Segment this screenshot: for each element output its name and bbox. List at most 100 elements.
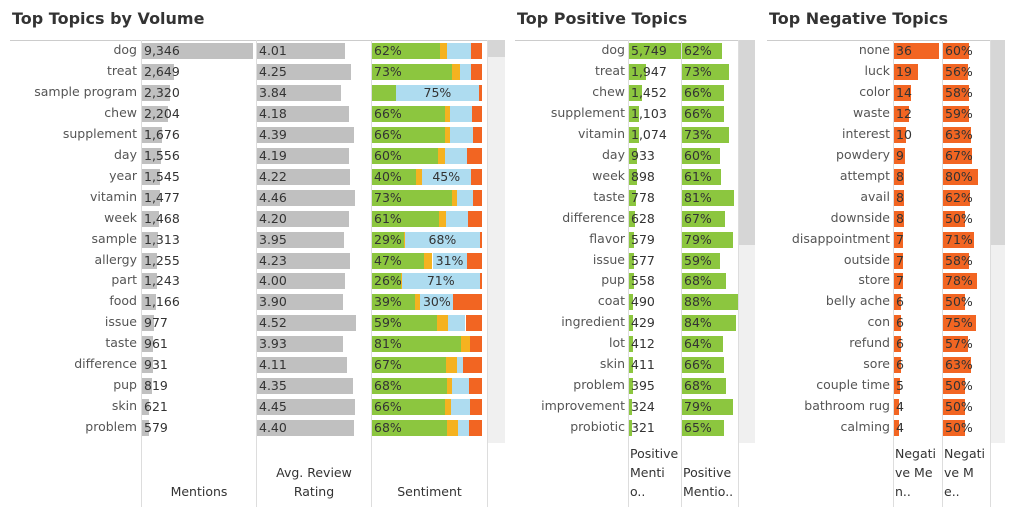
bar — [682, 210, 725, 227]
panel-top-border — [767, 40, 1005, 41]
data-label: 1,545 — [144, 168, 180, 184]
topic-label: skin — [111, 398, 137, 414]
sentiment-segment — [372, 84, 397, 101]
bar — [629, 420, 632, 437]
data-label: 4.20 — [259, 210, 287, 226]
data-label: 1,676 — [144, 126, 180, 142]
topic-label: treat — [594, 62, 625, 78]
bar — [894, 294, 902, 311]
bar — [682, 105, 725, 122]
data-label: 4.01 — [259, 43, 287, 58]
data-label: 30% — [422, 294, 451, 310]
bar — [943, 399, 965, 416]
scrollbar-thumb[interactable] — [739, 40, 755, 245]
data-label: 71% — [426, 273, 455, 289]
column-divider — [990, 40, 991, 507]
sentiment-segment — [471, 168, 482, 185]
bar — [943, 315, 976, 332]
sentiment-segment — [372, 315, 437, 332]
bar — [257, 252, 351, 269]
sentiment-segment — [444, 399, 452, 416]
data-label: 5 — [896, 378, 904, 394]
bar — [943, 210, 965, 227]
data-label: 50% — [945, 294, 973, 310]
bar — [682, 43, 722, 59]
data-label: 4.23 — [259, 252, 287, 268]
bar — [894, 63, 918, 80]
scrollbar-track — [488, 40, 505, 443]
data-label: 6 — [896, 336, 904, 352]
data-label: 50% — [945, 378, 973, 394]
topic-label: treat — [106, 62, 137, 78]
data-label: 961 — [144, 336, 168, 352]
sentiment-segment — [372, 378, 447, 395]
bar — [629, 63, 647, 80]
data-label: 2,320 — [144, 84, 180, 100]
sentiment-segment — [372, 210, 440, 227]
data-label: 3.95 — [259, 231, 287, 247]
bar — [943, 189, 971, 206]
data-label: 4.18 — [259, 105, 287, 121]
data-label: 62% — [945, 189, 973, 205]
sentiment-segment — [423, 252, 433, 269]
data-label: 56% — [945, 63, 973, 79]
bar — [629, 105, 639, 122]
data-label: 29% — [374, 231, 402, 247]
bar — [894, 168, 904, 185]
data-label: 66% — [374, 105, 402, 121]
data-label: 5,749 — [631, 43, 667, 58]
bar — [894, 252, 903, 269]
data-label: 4.22 — [259, 168, 287, 184]
topic-label: calming — [840, 419, 890, 435]
bar — [142, 168, 161, 185]
scrollbar-thumb[interactable] — [990, 40, 1005, 245]
topic-label: refund — [849, 335, 890, 351]
column-divider — [893, 40, 894, 507]
data-label: 1,313 — [144, 231, 180, 247]
sentiment-segment — [436, 315, 448, 332]
sentiment-segment — [405, 231, 480, 248]
data-label: 73% — [684, 126, 712, 142]
sentiment-segment — [468, 378, 482, 395]
column-divider — [371, 40, 372, 507]
sentiment-segment — [444, 105, 451, 122]
data-label: 12 — [896, 105, 912, 121]
data-label: 778 — [631, 189, 655, 205]
data-label: 59% — [684, 252, 712, 268]
bar — [257, 294, 343, 311]
topic-label: con — [867, 314, 890, 330]
bar — [142, 252, 157, 269]
data-label: 4.11 — [259, 357, 287, 373]
topic-label: day — [602, 146, 625, 162]
sentiment-segment — [452, 189, 457, 206]
bar — [943, 43, 970, 59]
bar — [682, 357, 725, 374]
bar — [943, 84, 969, 101]
bar — [629, 84, 643, 101]
data-label: 31% — [435, 252, 464, 268]
bar — [894, 231, 903, 248]
sentiment-segment — [400, 273, 402, 290]
data-label: 67% — [945, 147, 973, 163]
bar — [943, 273, 978, 290]
data-label: 579 — [631, 231, 655, 247]
sentiment-segment — [372, 231, 404, 248]
data-label: 58% — [945, 252, 973, 268]
data-label: 1,468 — [144, 210, 180, 226]
data-label: 3.84 — [259, 84, 287, 100]
sentiment-segment — [472, 105, 482, 122]
data-label: 67% — [684, 210, 712, 226]
data-label: 4.19 — [259, 147, 287, 163]
scrollbar-thumb[interactable] — [488, 40, 505, 57]
data-label: 67% — [374, 357, 402, 373]
bar — [142, 189, 160, 206]
data-label: 933 — [631, 147, 655, 163]
bar — [629, 168, 638, 185]
data-label: 71% — [945, 231, 973, 247]
bar — [943, 357, 971, 374]
topic-label: disappointment — [791, 230, 890, 246]
bar — [142, 84, 170, 101]
bar — [682, 378, 726, 395]
bar — [257, 399, 355, 416]
topic-label: downside — [830, 209, 890, 225]
